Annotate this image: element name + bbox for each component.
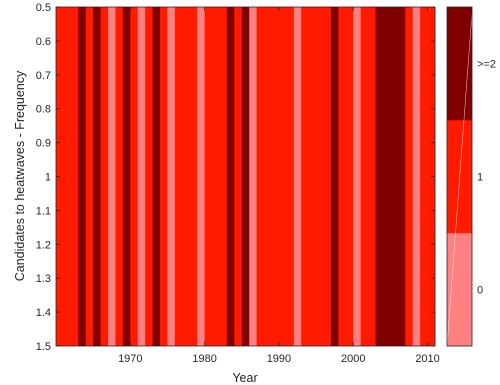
heatmap-cell-1978 <box>189 7 198 346</box>
heatmap-cell-2009 <box>420 7 428 346</box>
colorbar-segment-2 <box>447 7 472 121</box>
heatmap-cell-2000 <box>353 7 362 346</box>
heatmap-cell-1988 <box>264 7 272 346</box>
heatmap-cell-1991 <box>286 7 295 346</box>
y-axis-title: Candidates to heatwaves - Frequency <box>13 70 27 281</box>
heatmap-cell-1992 <box>293 7 302 346</box>
y-tick-label: 1 <box>45 172 51 184</box>
colorbar-segment-0 <box>447 233 472 347</box>
heatmap-cell-1975 <box>167 7 176 346</box>
y-tick-label: 0.8 <box>36 104 51 116</box>
colorbar-label: 0 <box>477 285 483 297</box>
x-axis-title: Year <box>232 371 257 385</box>
heatmap-cell-1973 <box>152 7 161 346</box>
y-axis-ticks: 0.5 0.6 0.7 0.8 0.9 1 1.1 1.2 1.3 1.4 1.5 <box>36 2 435 353</box>
heatmap-cell-1968 <box>115 7 124 346</box>
y-tick-label: 0.9 <box>36 138 51 150</box>
heatmap-cell-1989 <box>271 7 280 346</box>
heatmap-cell-1966 <box>100 7 109 346</box>
heatmap-cell-1974 <box>160 7 168 346</box>
heatmap-cell-1998 <box>338 7 347 346</box>
heatmap-cell-1965 <box>93 7 101 346</box>
heatmap-cell-1983 <box>226 7 235 346</box>
heatmap-cell-1997 <box>330 7 339 346</box>
heatmap-cell-2004 <box>382 7 391 346</box>
heatmap-cell-1982 <box>219 7 228 346</box>
colorbar-frame <box>446 6 473 347</box>
x-axis-ticks: 1970 1980 1990 2000 2010 <box>118 7 440 365</box>
heatmap-cell-1964 <box>85 7 94 346</box>
x-tick-label: 2000 <box>341 353 365 365</box>
heatmap-cell-1993 <box>301 7 310 346</box>
heatmap-cell-2006 <box>397 7 406 346</box>
y-tick-label: 0.6 <box>36 36 51 48</box>
heatmap-cell-1980 <box>204 7 213 346</box>
x-tick-label: 1980 <box>192 353 216 365</box>
heatmap-cell-1981 <box>212 7 220 346</box>
heatmap-cell-2001 <box>360 7 369 346</box>
heatmap-cell-1985 <box>241 7 250 346</box>
heatmap-cell-1967 <box>108 7 116 346</box>
heatmap-cell-2002 <box>368 7 376 346</box>
colorbar: 0 1 >=2 <box>446 6 496 347</box>
heatmap-cell-1961 <box>63 7 72 346</box>
heatmap-cell-2005 <box>390 7 399 346</box>
y-tick-label: 1.1 <box>36 205 51 217</box>
heatmap-cell-1999 <box>345 7 354 346</box>
heatmap-cell-1971 <box>137 7 146 346</box>
x-tick-label: 2010 <box>415 353 439 365</box>
heatmap-cell-1994 <box>308 7 317 346</box>
heatmap-cell-1963 <box>78 7 87 346</box>
heatmap-cell-1990 <box>278 7 287 346</box>
y-tick-label: 1.4 <box>36 307 51 319</box>
heatmap-cell-1987 <box>256 7 265 346</box>
x-tick-label: 1970 <box>118 353 142 365</box>
heatmap-cell-2008 <box>412 7 421 346</box>
y-tick-label: 1.3 <box>36 273 51 285</box>
heatmap-cell-1996 <box>323 7 332 346</box>
heatmap-cell-1984 <box>234 7 243 346</box>
colorbar-label: >=2 <box>477 59 496 71</box>
colorbar-diagonal <box>446 12 473 347</box>
heatmap-cell-1979 <box>197 7 206 346</box>
heatmap-cell-1972 <box>145 7 154 346</box>
heatmap-cell-1970 <box>130 7 139 346</box>
heatmap-cell-1976 <box>174 7 183 346</box>
heatmap-cell-1969 <box>122 7 131 346</box>
heatmap-cell-1977 <box>182 7 191 346</box>
y-tick-label: 1.2 <box>36 239 51 251</box>
heatmap-cell-1962 <box>70 7 79 346</box>
y-tick-label: 1.5 <box>36 341 51 353</box>
x-tick-label: 1990 <box>267 353 291 365</box>
y-tick-label: 0.7 <box>36 70 51 82</box>
colorbar-label: 1 <box>477 172 483 184</box>
heatmap-cell-2007 <box>405 7 414 346</box>
heatmap-cell-1986 <box>249 7 258 346</box>
y-tick-label: 0.5 <box>36 2 51 14</box>
heatmap-cell-1995 <box>316 7 324 346</box>
heatmap-cell-2003 <box>375 7 384 346</box>
heatmap-cells <box>56 7 436 346</box>
